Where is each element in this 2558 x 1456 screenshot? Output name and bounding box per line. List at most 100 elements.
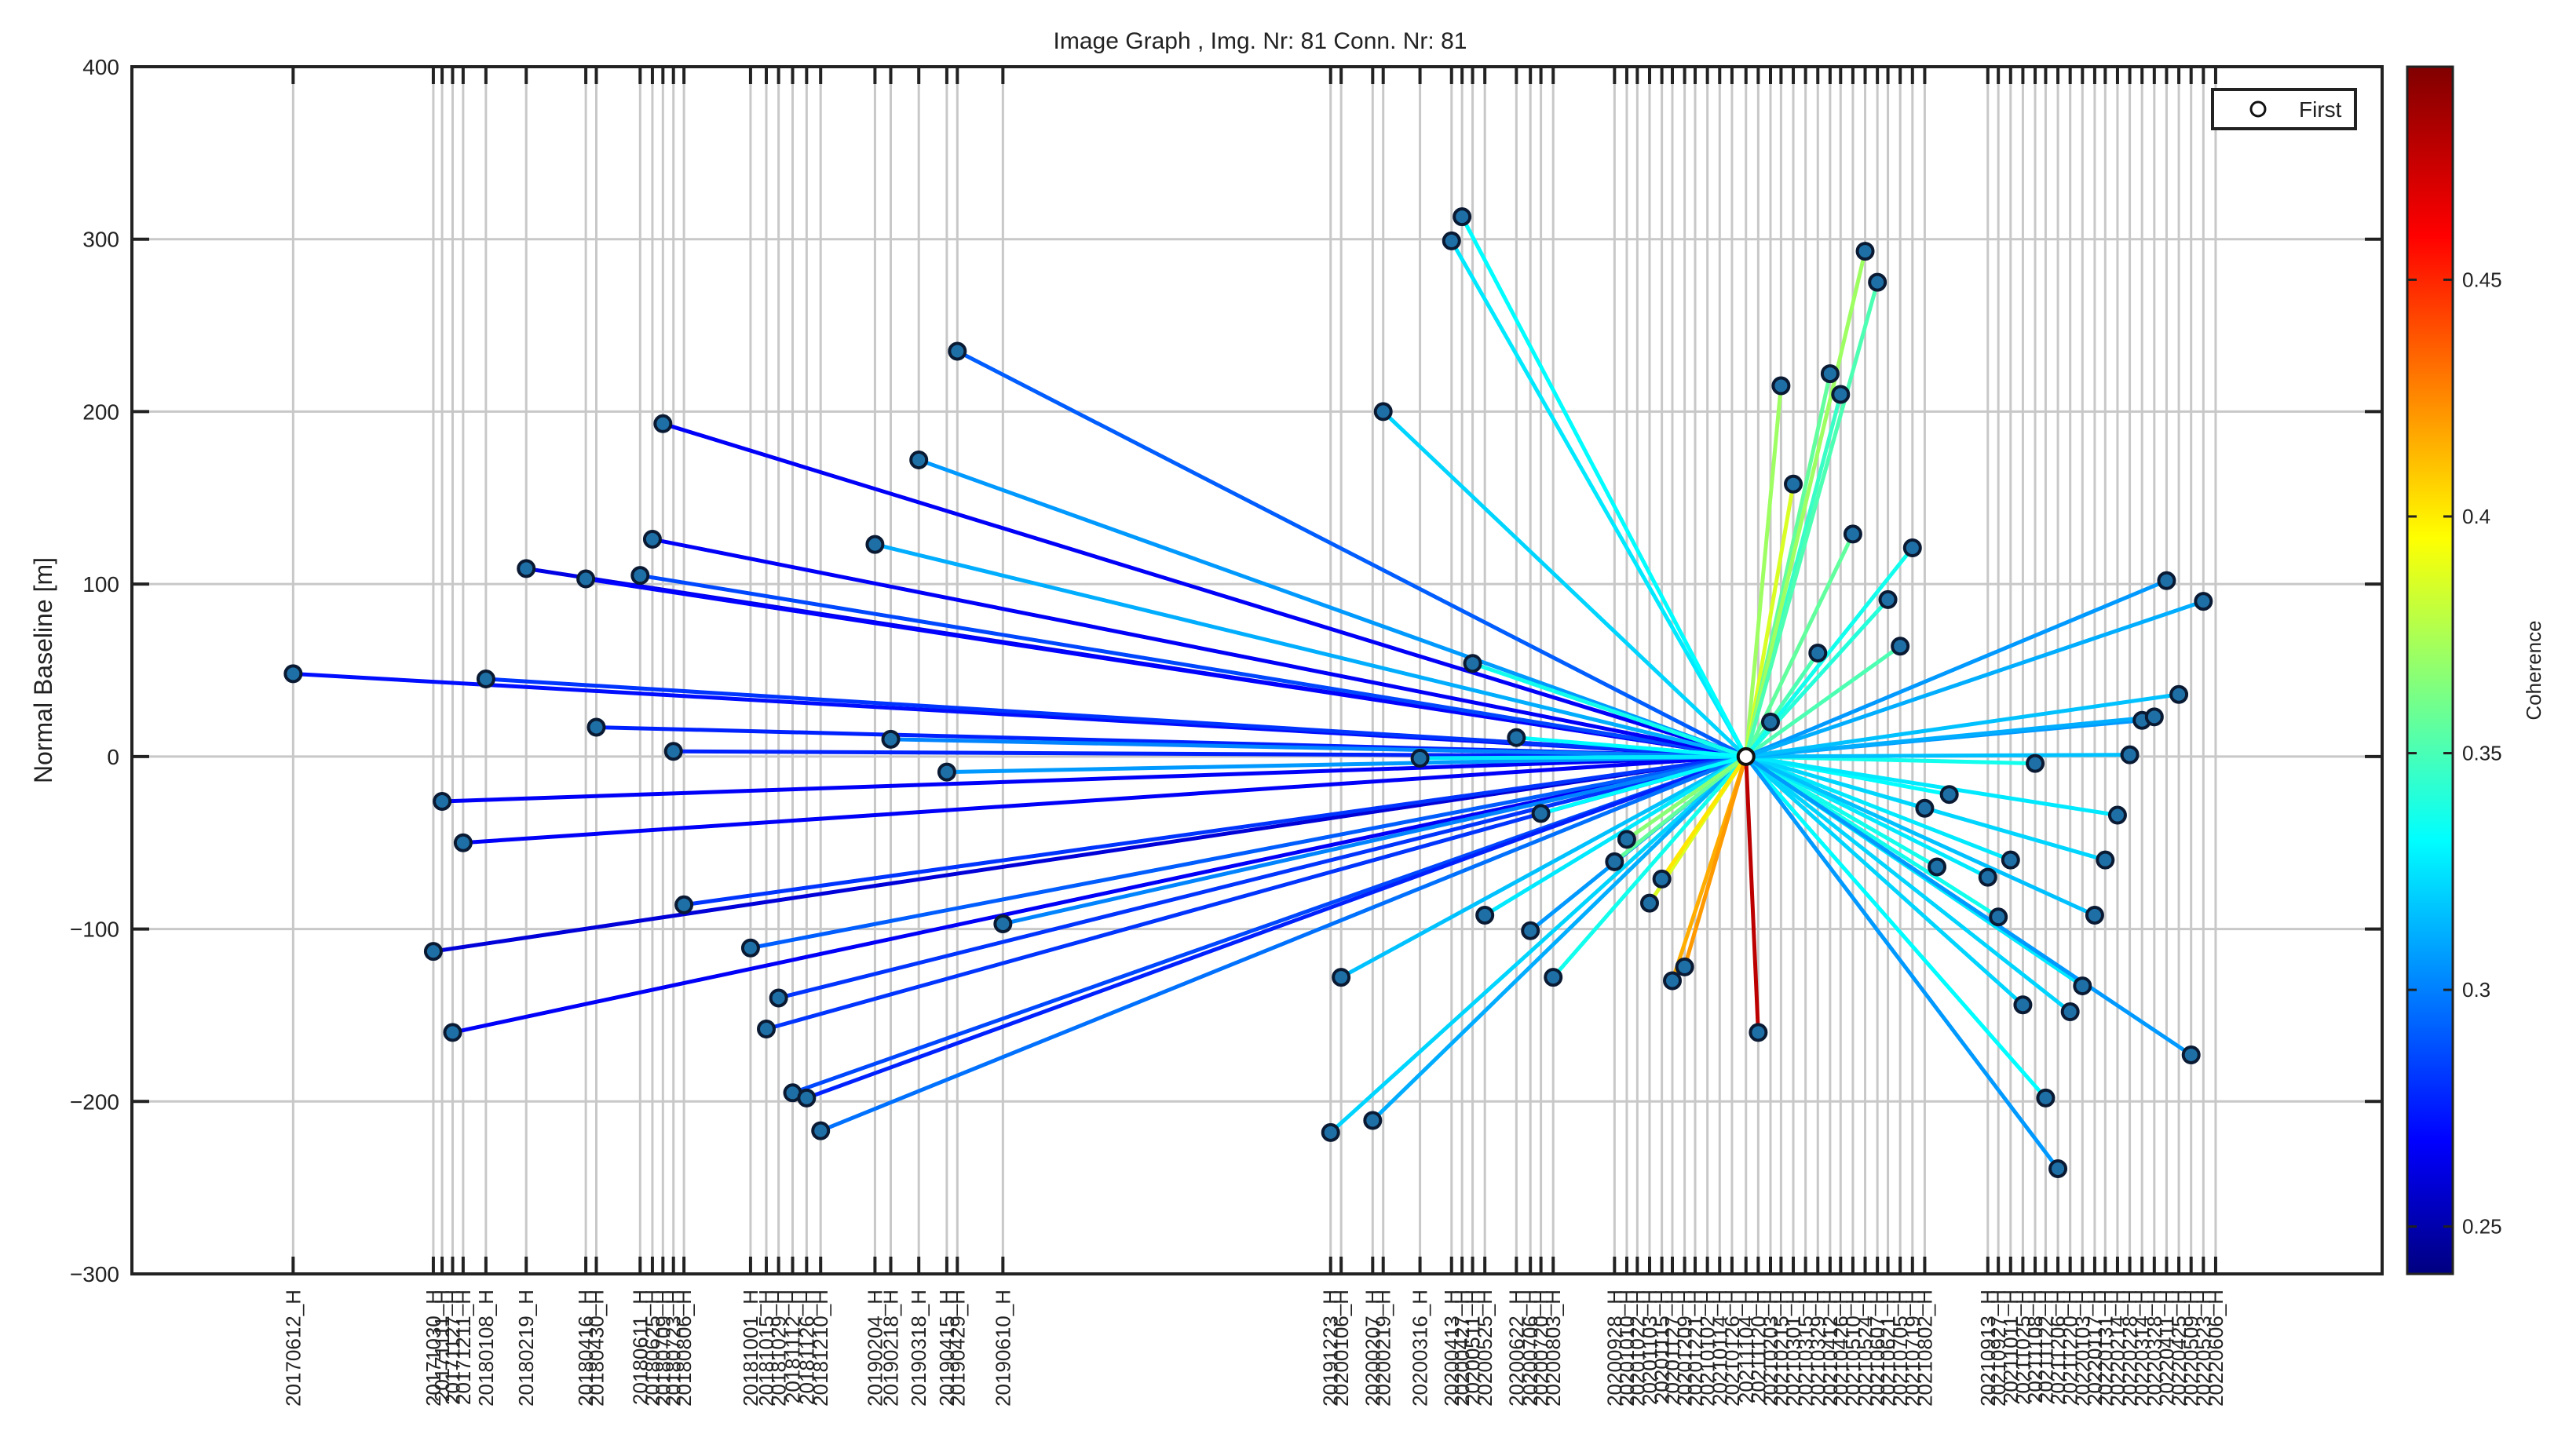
connection-lines bbox=[293, 215, 2205, 1170]
x-tick-label: 20201115_H bbox=[1650, 1290, 1674, 1403]
connection-line bbox=[1745, 714, 2155, 759]
x-tick-label: 20210126_H bbox=[1720, 1290, 1744, 1407]
x-tick-label: 20181015_H bbox=[755, 1290, 778, 1407]
x-tick-label: 20180625_H bbox=[641, 1290, 664, 1407]
x-tick-label: 20210719_H bbox=[1901, 1290, 1924, 1407]
data-point bbox=[1771, 376, 1791, 396]
colorbar-tick-label: 0.3 bbox=[2462, 978, 2490, 1002]
x-tick-label: 20200413_H bbox=[1440, 1290, 1464, 1407]
x-tick-label: 20200427_H bbox=[1450, 1290, 1474, 1407]
connection-line bbox=[1381, 410, 1748, 758]
x-tick-label: 20211122_H bbox=[2034, 1290, 2057, 1403]
data-point bbox=[576, 569, 596, 589]
x-tick-label: 20171030_H bbox=[422, 1290, 445, 1407]
colorbar-tick-label: 0.35 bbox=[2462, 742, 2502, 765]
x-tick-label: 20220509_H bbox=[2180, 1290, 2203, 1407]
data-point bbox=[1410, 749, 1430, 768]
data-point bbox=[476, 669, 495, 688]
data-point bbox=[1675, 957, 1694, 976]
connection-line bbox=[639, 573, 1747, 759]
data-point bbox=[1891, 637, 1910, 656]
plot-frame bbox=[130, 65, 2384, 1275]
connection-line bbox=[1744, 484, 1796, 757]
x-tick-label: 20200803_H bbox=[1541, 1290, 1565, 1407]
x-tick-label: 20201022_H bbox=[1625, 1290, 1649, 1407]
data-point bbox=[2157, 571, 2176, 590]
connection-line bbox=[1745, 578, 2168, 759]
data-point bbox=[1373, 402, 1393, 421]
colorbar-ticks: 0.25 0.3 0.35 0.4 0.45 bbox=[2407, 268, 2502, 1239]
data-point bbox=[1475, 905, 1495, 925]
connection-line bbox=[462, 754, 1746, 845]
data-point bbox=[653, 414, 673, 433]
legend-label: First bbox=[2299, 97, 2342, 122]
x-tick-label: 20220523_H bbox=[2191, 1290, 2215, 1407]
data-point bbox=[1902, 538, 1922, 558]
data-point bbox=[1749, 1023, 1768, 1042]
x-tick-label: 20210621_H bbox=[1876, 1290, 1900, 1407]
data-point bbox=[674, 895, 694, 914]
data-point bbox=[1878, 589, 1898, 609]
data-point bbox=[2060, 1002, 2080, 1022]
data-point bbox=[2001, 850, 2020, 870]
data-point bbox=[2194, 592, 2213, 611]
connection-line bbox=[1745, 754, 2118, 818]
connection-line bbox=[451, 754, 1747, 1035]
x-tick-label: 20210301_H bbox=[1781, 1290, 1805, 1407]
data-point bbox=[2120, 745, 2140, 764]
bottom-ticks bbox=[291, 1257, 2217, 1274]
connection-line bbox=[1745, 753, 2130, 759]
data-point bbox=[2073, 976, 2092, 996]
acquisition-points bbox=[283, 207, 2213, 1178]
chart-title: Image Graph , Img. Nr: 81 Conn. Nr: 81 bbox=[1054, 28, 1467, 54]
x-tick-label: 20201010_H bbox=[1615, 1290, 1639, 1407]
x-tick-label: 20220425_H bbox=[2167, 1290, 2191, 1407]
data-point bbox=[423, 942, 443, 962]
connection-line bbox=[1745, 644, 1902, 758]
x-tick-label: 20220314_H bbox=[2130, 1290, 2154, 1407]
data-point bbox=[811, 1121, 831, 1140]
connection-line bbox=[1551, 755, 1748, 979]
x-tick-label: 20190610_H bbox=[991, 1290, 1014, 1407]
data-point bbox=[1321, 1122, 1340, 1142]
x-tick-label: 20180430_H bbox=[585, 1290, 608, 1407]
data-point bbox=[1663, 971, 1683, 991]
x-tick-label: 20190415_H bbox=[935, 1290, 959, 1407]
data-point bbox=[1453, 207, 1472, 227]
data-point bbox=[587, 717, 606, 737]
x-tick-label: 20200316_H bbox=[1409, 1290, 1432, 1407]
x-tick-label: 20180709_H bbox=[651, 1290, 674, 1407]
x-tick-label: 20220606_H bbox=[2204, 1290, 2227, 1407]
x-tick-label: 20210114_H bbox=[1708, 1290, 1731, 1405]
x-tick-label: 20181001_H bbox=[739, 1290, 762, 1407]
x-tick-label: 20210426_H bbox=[1829, 1290, 1852, 1407]
connection-line bbox=[1471, 661, 1747, 759]
connection-line bbox=[1002, 754, 1747, 926]
x-tick-label: 20201221_H bbox=[1683, 1290, 1707, 1407]
x-tick-label: 20210913_H bbox=[1976, 1290, 2000, 1407]
data-point bbox=[283, 664, 303, 684]
vertical-gridlines bbox=[291, 67, 2217, 1274]
data-point bbox=[1442, 231, 1461, 250]
data-point bbox=[757, 1020, 777, 1039]
x-tick-label: 20181210_H bbox=[809, 1290, 832, 1407]
x-tick-label: 20211120_H bbox=[1746, 1290, 1770, 1403]
x-tick-label: 20211206_H bbox=[2046, 1290, 2070, 1405]
data-point bbox=[1544, 968, 1563, 987]
data-point bbox=[937, 762, 956, 782]
x-tick-label: 20181112_H bbox=[780, 1290, 804, 1403]
data-point bbox=[1939, 785, 1959, 805]
data-point bbox=[1363, 1111, 1383, 1130]
data-point bbox=[2048, 1159, 2068, 1178]
x-tick-label: 20200525_H bbox=[1473, 1290, 1496, 1407]
connection-line bbox=[750, 754, 1747, 951]
connection-line bbox=[1339, 754, 1747, 980]
x-tick-label: 20200928_H bbox=[1602, 1290, 1626, 1407]
legend-marker bbox=[2249, 100, 2267, 118]
connection-line bbox=[585, 577, 1747, 759]
data-point bbox=[1332, 968, 1351, 987]
data-point bbox=[2085, 905, 2104, 925]
y-tick-label: −100 bbox=[70, 918, 119, 942]
x-tick-label: 20200706_H bbox=[1518, 1290, 1542, 1407]
data-point bbox=[2026, 754, 2045, 773]
